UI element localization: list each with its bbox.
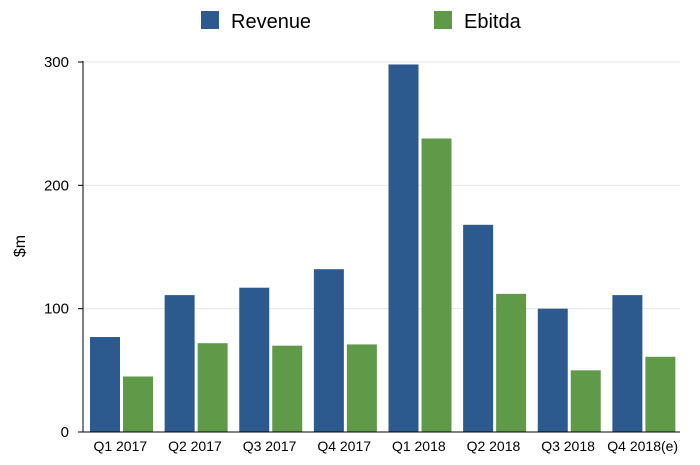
gridlines <box>83 61 680 310</box>
bar-revenue-4 <box>313 269 344 432</box>
y-axis-ticks: 0 100 200 300 <box>44 54 83 441</box>
bar-revenue-5 <box>388 64 419 432</box>
bar-revenue-1 <box>90 337 120 432</box>
bar-ebitda-8 <box>645 356 676 432</box>
bar-ebitda-1 <box>123 376 153 432</box>
bar-revenue-6 <box>463 224 494 432</box>
legend-label-ebitda: Ebitda <box>464 11 522 33</box>
bar-ebitda-7 <box>570 370 601 432</box>
y-tick-label: 300 <box>44 54 69 71</box>
bars <box>90 64 676 432</box>
y-axis-title: $m <box>12 235 29 257</box>
x-tick-label: Q3 2018 <box>541 438 595 454</box>
bar-revenue-7 <box>537 308 568 432</box>
y-tick-label: 100 <box>44 301 69 318</box>
bar-revenue-2 <box>164 295 195 432</box>
bar-ebitda-3 <box>272 345 303 432</box>
bar-ebitda-2 <box>197 343 228 432</box>
bar-revenue-3 <box>239 287 270 432</box>
y-tick-label: 200 <box>44 177 69 194</box>
x-tick-label: Q2 2018 <box>467 438 521 454</box>
legend-label-revenue: Revenue <box>231 11 311 33</box>
x-tick-label: Q4 2017 <box>317 438 371 454</box>
x-tick-label: Q3 2017 <box>243 438 297 454</box>
bar-ebitda-4 <box>346 344 377 432</box>
x-tick-label: Q2 2017 <box>168 438 222 454</box>
x-tick-label: Q4 2018(e) <box>607 438 678 454</box>
bar-ebitda-6 <box>496 293 527 432</box>
x-axis-labels: Q1 2017 Q2 2017 Q3 2017 Q4 2017 Q1 2018 Q2 20… <box>93 438 678 454</box>
legend-swatch-ebitda <box>434 11 452 29</box>
bar-ebitda-5 <box>421 138 452 432</box>
bar-revenue-8 <box>612 295 643 432</box>
legend: Revenue Ebitda <box>201 11 522 33</box>
x-tick-label: Q1 2017 <box>93 438 147 454</box>
y-tick-label: 0 <box>61 424 69 441</box>
x-tick-label: Q1 2018 <box>392 438 446 454</box>
legend-swatch-revenue <box>201 11 219 29</box>
